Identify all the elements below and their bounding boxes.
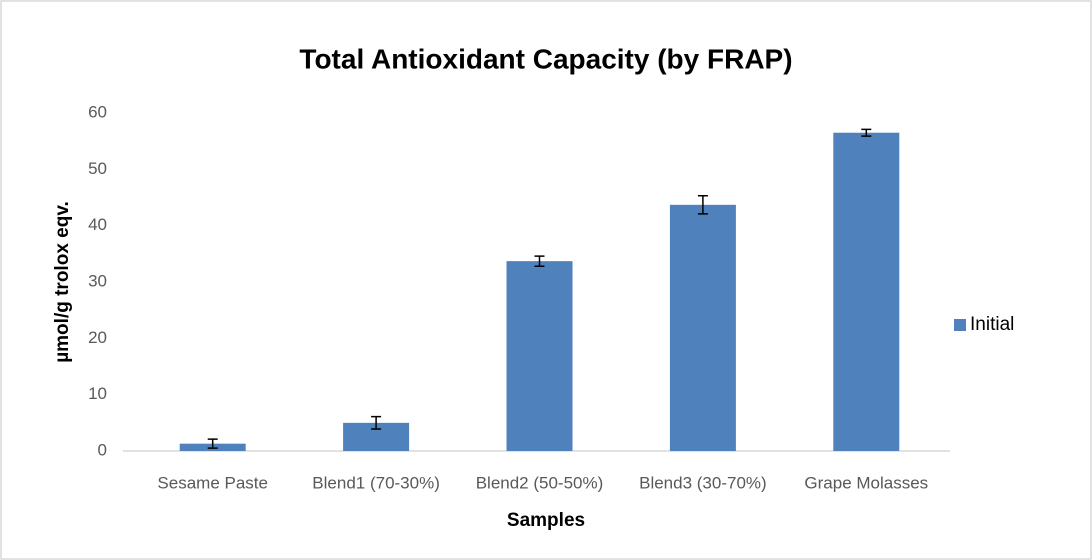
x-tick-label: Sesame Paste	[157, 473, 268, 492]
y-tick-label: 30	[88, 271, 107, 290]
bar	[833, 132, 900, 451]
y-tick-label: 60	[88, 102, 107, 121]
y-tick-label: 20	[88, 328, 107, 347]
legend-label: Initial	[970, 314, 1014, 335]
chart-title: Total Antioxidant Capacity (by FRAP)	[299, 43, 792, 74]
y-tick-label: 40	[88, 215, 107, 234]
y-axis-label: µmol/g trolox eqv.	[52, 201, 73, 363]
error-bar	[697, 195, 708, 215]
error-bar	[534, 255, 545, 267]
x-axis-label: Samples	[507, 510, 585, 531]
bar	[506, 261, 573, 451]
y-tick-label: 0	[98, 440, 107, 459]
x-tick-label: Grape Molasses	[804, 473, 928, 492]
x-tick-label: Blend2 (50-50%)	[476, 473, 604, 492]
error-bar	[371, 415, 382, 430]
x-tick-label: Blend3 (30-70%)	[639, 473, 767, 492]
y-tick-label: 50	[88, 159, 107, 178]
bar	[669, 204, 736, 451]
error-bar	[207, 438, 218, 449]
error-bar	[861, 128, 872, 137]
legend-swatch	[954, 319, 966, 331]
y-tick-label: 10	[88, 384, 107, 403]
x-tick-label: Blend1 (70-30%)	[312, 473, 440, 492]
